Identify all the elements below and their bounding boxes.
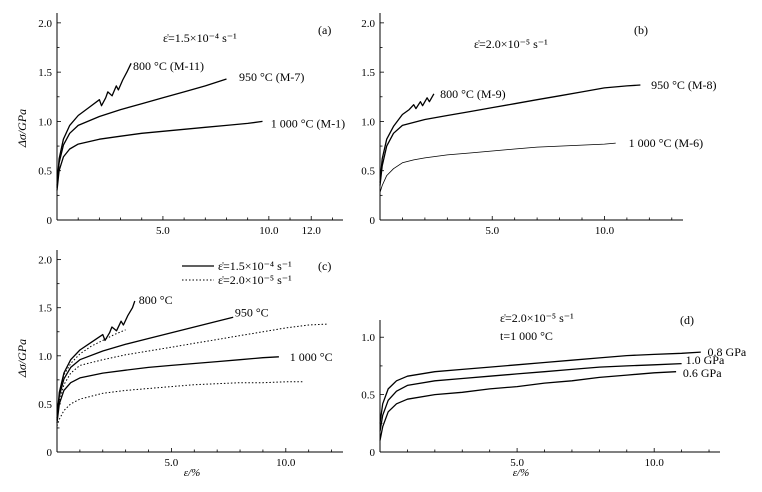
series-line: [379, 351, 701, 424]
x-tick-label: 10.0: [645, 457, 665, 469]
legend-entry: ε̇=2.0×10⁻⁵ s⁻¹: [218, 273, 292, 287]
y-tick-label: 0.5: [38, 166, 52, 178]
series-label: 950 °C: [235, 306, 269, 320]
series-label: 1 000 °C (M-1): [271, 116, 345, 130]
y-tick-label: 0.5: [361, 166, 375, 178]
y-tick-label: 1.0: [38, 351, 52, 363]
y-axis-label: Δσ/GPa: [15, 109, 29, 148]
strain-rate-label: ε̇=2.0×10⁻⁵ s⁻¹: [500, 311, 574, 325]
series-label: 950 °C (M-8): [651, 78, 716, 92]
series-line: [56, 300, 136, 419]
y-tick-label: 1.5: [361, 67, 375, 79]
x-tick-label: 5.0: [165, 457, 179, 469]
panel-label: (c): [318, 259, 331, 273]
y-tick-label: 1.0: [38, 116, 52, 128]
y-tick-label: 2.0: [361, 18, 375, 30]
series-label: 0.8 GPa: [708, 345, 747, 359]
panel-a: 5.0 10.0 12.0 0 0.5 1.0 1.5 2.0 Δσ/GPa (a) ε̇=1.5×…: [15, 13, 345, 237]
series-line: [56, 78, 227, 188]
x-axis-label: ε/%: [184, 467, 201, 479]
y-tick-label: 0.5: [38, 399, 52, 411]
y-tick-label: 0: [370, 447, 376, 459]
x-axis-label: ε/%: [513, 467, 530, 479]
series-line: [56, 381, 305, 427]
series-line: [56, 63, 132, 186]
temperature-label: t=1 000 °C: [500, 329, 553, 343]
series-line: [56, 329, 126, 420]
y-tick-label: 1.0: [361, 332, 375, 344]
series-line: [379, 93, 435, 183]
series-label: 800 °C (M-9): [440, 87, 505, 101]
panel-label: (a): [318, 23, 331, 37]
y-tick-label: 1.5: [38, 303, 52, 315]
y-tick-label: 0: [47, 215, 53, 227]
series-label: 800 °C (M-11): [133, 59, 204, 73]
series-line: [379, 362, 682, 432]
series-label: 1 000 °C (M-6): [629, 136, 703, 150]
series-line: [56, 316, 234, 421]
series-label: 800 °C: [139, 293, 173, 307]
panel-d: 5.0 10.0 0 0.5 1.0 ε/% (d) ε̇=2.0×10⁻⁵ s⁻¹ t=1 0…: [361, 311, 747, 479]
panel-b: 5.0 10.0 0 0.5 1.0 1.5 2.0 (b) ε̇=2.0×10⁻⁵ s⁻¹ 80…: [361, 13, 717, 237]
x-tick-label: 5.0: [485, 225, 499, 237]
x-tick-label: 10.0: [595, 225, 615, 237]
series-label: 1 000 °C: [290, 350, 333, 364]
series-label: 1.0 GPa: [686, 353, 725, 367]
y-tick-label: 0: [370, 215, 376, 227]
series-line: [56, 120, 263, 191]
series-line: [379, 142, 616, 193]
series-label: 0.6 GPa: [683, 366, 722, 380]
panel-label: (d): [680, 313, 694, 327]
strain-rate-label: ε̇=1.5×10⁻⁴ s⁻¹: [163, 31, 237, 45]
series-line: [56, 356, 279, 424]
y-tick-label: 1.0: [361, 116, 375, 128]
x-tick-label: 12.0: [302, 225, 322, 237]
series-line: [379, 371, 677, 441]
y-axis-label: Δσ/GPa: [15, 339, 29, 378]
strain-rate-label: ε̇=2.0×10⁻⁵ s⁻¹: [474, 37, 548, 51]
y-tick-label: 2.0: [38, 18, 52, 30]
series-line: [56, 323, 328, 422]
y-tick-label: 0.5: [361, 390, 375, 402]
series-line: [379, 84, 641, 186]
y-tick-label: 2.0: [38, 255, 52, 267]
y-tick-label: 0: [47, 447, 53, 459]
x-tick-label: 5.0: [156, 225, 170, 237]
x-tick-label: 10.0: [276, 457, 296, 469]
legend-entry: ε̇=1.5×10⁻⁴ s⁻¹: [218, 259, 292, 273]
y-tick-label: 1.5: [38, 67, 52, 79]
x-tick-label: 10.0: [259, 225, 279, 237]
panel-c: 5.0 10.0 0 0.5 1.0 1.5 2.0 Δσ/GPa ε/% (c) ε̇=1.5×1…: [15, 250, 343, 479]
x-tick-label: 5.0: [510, 457, 524, 469]
panel-label: (b): [634, 23, 648, 37]
series-label: 950 °C (M-7): [239, 70, 304, 84]
